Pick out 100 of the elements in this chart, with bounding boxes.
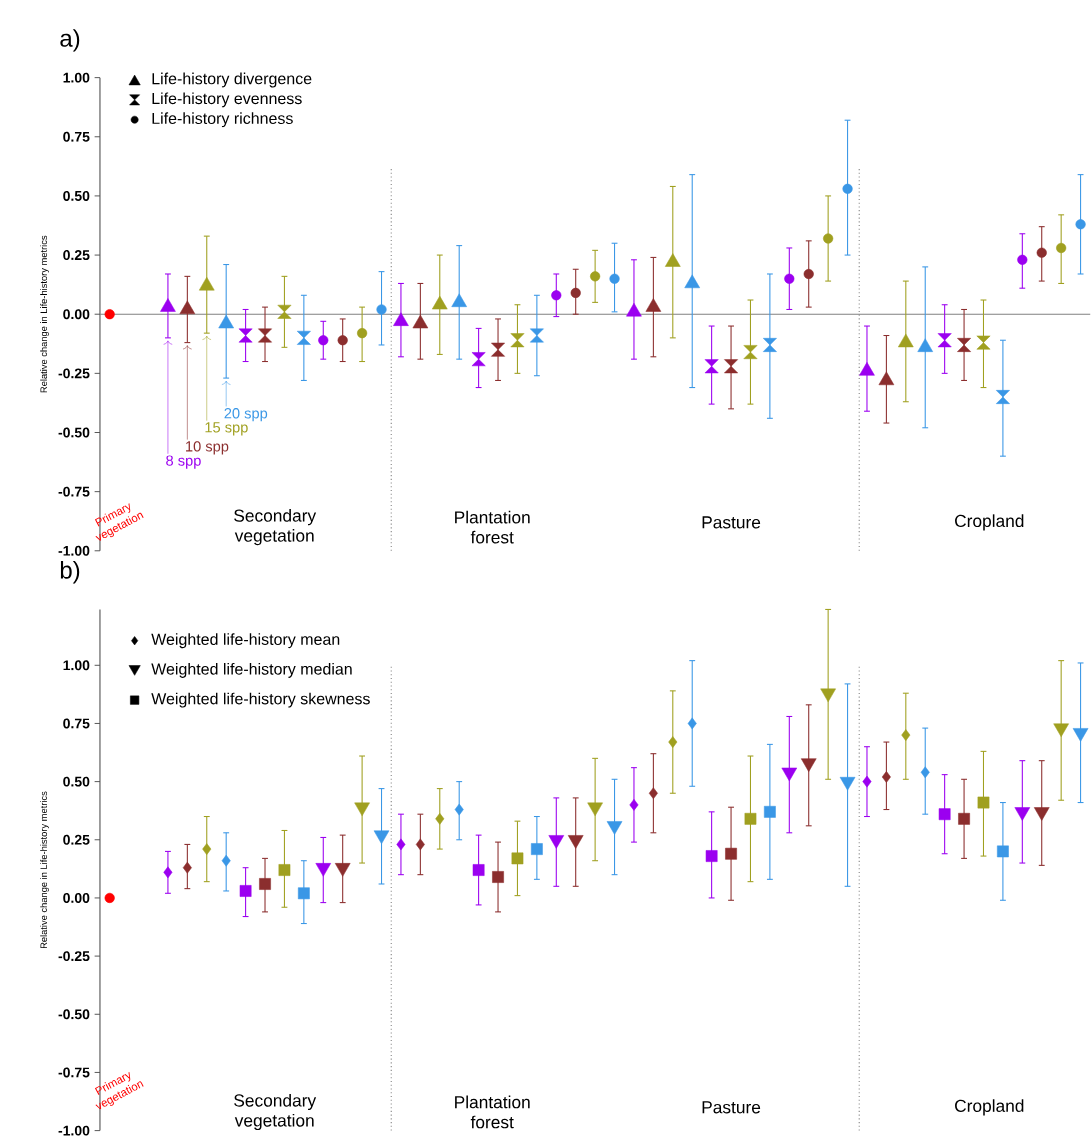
point [764, 805, 776, 818]
point [898, 333, 914, 348]
point [451, 293, 468, 307]
point [606, 821, 623, 835]
point [839, 777, 856, 791]
y-axis-title: Relative change in Life-history metrics [40, 791, 49, 949]
point [472, 864, 485, 876]
point [298, 887, 310, 900]
point [938, 808, 951, 821]
point [977, 796, 990, 809]
point [629, 799, 639, 811]
point [724, 359, 739, 374]
point [104, 309, 115, 320]
point [435, 812, 445, 825]
point [373, 830, 390, 845]
y-tick-label: -0.75 [58, 1067, 90, 1078]
point [202, 843, 212, 855]
point [199, 276, 215, 291]
point [337, 335, 348, 346]
annotation: Cropland [955, 1099, 1024, 1116]
annotation: Secondary vegetation [234, 509, 317, 546]
point [1056, 242, 1067, 254]
y-tick-label: 0.75 [63, 131, 90, 142]
y-tick-label: 0.75 [63, 718, 90, 729]
point [182, 861, 192, 874]
point [705, 850, 718, 862]
annotation: Plantation forest [455, 1095, 530, 1129]
point [626, 302, 642, 317]
chart-title: a) [60, 29, 80, 52]
point [551, 290, 562, 301]
point [412, 314, 429, 329]
point [665, 253, 681, 267]
point [976, 335, 991, 350]
point [763, 338, 777, 352]
annotation: Secondary vegetation [234, 1093, 317, 1131]
point [357, 328, 368, 339]
point [997, 845, 1009, 858]
point [277, 304, 292, 319]
annotation: 8 spp [166, 455, 201, 469]
y-tick-label: -1.00 [58, 545, 90, 556]
point [160, 298, 176, 312]
point [415, 838, 425, 851]
point [1053, 723, 1070, 738]
point [221, 854, 231, 867]
annotation: 20 spp [224, 408, 268, 422]
point [238, 328, 253, 343]
point [354, 802, 370, 817]
point [958, 812, 971, 825]
point [687, 717, 697, 730]
point [645, 298, 662, 312]
point [259, 878, 271, 890]
point [318, 335, 329, 346]
annotation: Life-history richness [152, 112, 293, 128]
y-tick-label: 0.00 [63, 309, 90, 320]
annotation: Weighted life-history mean [151, 633, 340, 649]
y-tick-label: 0.25 [63, 250, 90, 261]
annotation: Cropland [955, 514, 1024, 531]
point [510, 333, 525, 348]
point [587, 802, 603, 817]
point [609, 273, 620, 284]
point [684, 274, 701, 289]
annotation: 15 spp [205, 422, 248, 436]
y-tick-label: 1.00 [63, 72, 90, 83]
point [920, 766, 930, 779]
y-tick-label: 0.50 [63, 776, 90, 787]
point [239, 885, 252, 897]
point [1014, 807, 1031, 821]
annotation: Weighted life-history median [151, 662, 352, 678]
point [996, 390, 1010, 404]
point [1034, 807, 1050, 821]
point [937, 333, 952, 348]
point [297, 330, 311, 345]
annotation: Pasture [702, 516, 761, 529]
point [590, 271, 601, 282]
point [743, 345, 758, 359]
point [725, 847, 738, 860]
y-tick-label: 0.50 [63, 190, 90, 201]
point [1017, 254, 1028, 265]
y-tick-label: -0.50 [58, 427, 90, 438]
point [901, 729, 911, 741]
point [278, 864, 291, 876]
point [862, 775, 872, 788]
y-axis-title: Relative change in Life-history metrics [40, 235, 49, 393]
point [163, 866, 173, 879]
point [668, 736, 678, 748]
point [568, 835, 584, 849]
y-tick-label: -0.25 [58, 368, 90, 379]
point [492, 871, 504, 883]
point [1036, 247, 1047, 258]
y-tick-label: 0.25 [63, 834, 90, 845]
annotation: Life-history evenness [152, 92, 302, 108]
point [957, 338, 972, 352]
point [882, 771, 891, 783]
point [704, 359, 719, 374]
point [491, 342, 506, 357]
point [859, 362, 875, 376]
y-tick-label: -0.75 [58, 486, 90, 497]
point [376, 304, 387, 315]
point [531, 843, 543, 855]
point [781, 767, 798, 782]
